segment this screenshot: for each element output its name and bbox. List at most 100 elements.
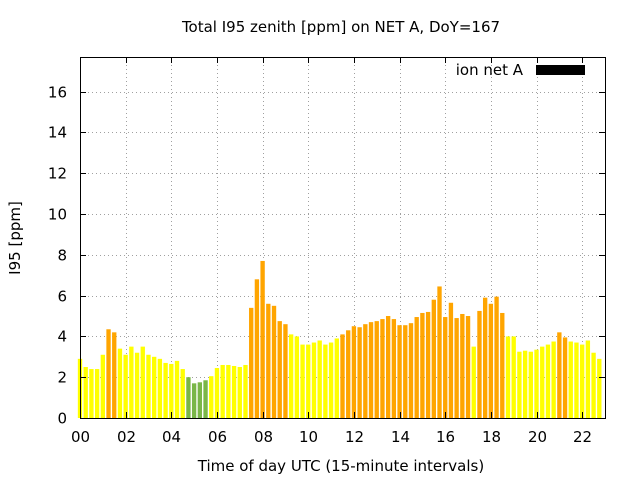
bar bbox=[203, 380, 208, 418]
y-tick-label: 8 bbox=[57, 247, 67, 265]
bar bbox=[300, 344, 305, 418]
y-tick-label: 6 bbox=[57, 288, 67, 306]
bar bbox=[266, 303, 271, 418]
bar bbox=[169, 363, 174, 418]
y-tick-label: 10 bbox=[48, 206, 67, 224]
bar bbox=[545, 344, 551, 418]
x-tick-label: 20 bbox=[528, 428, 547, 446]
bar bbox=[209, 376, 214, 418]
y-tick-label: 14 bbox=[48, 124, 67, 142]
bar bbox=[591, 352, 596, 418]
bar bbox=[152, 356, 157, 418]
bar bbox=[306, 344, 311, 418]
y-tick-label: 12 bbox=[48, 165, 67, 183]
bar bbox=[260, 260, 265, 418]
bar bbox=[254, 279, 260, 418]
bar bbox=[528, 351, 533, 418]
bar bbox=[89, 369, 94, 418]
x-tick-label: 12 bbox=[345, 428, 364, 446]
bar bbox=[180, 369, 185, 418]
bar bbox=[311, 342, 317, 418]
bar bbox=[420, 312, 425, 418]
bars bbox=[77, 260, 602, 418]
bar bbox=[146, 354, 151, 418]
bar bbox=[522, 350, 528, 418]
bar bbox=[237, 367, 242, 418]
bar bbox=[94, 369, 100, 418]
bar bbox=[226, 364, 231, 418]
bar bbox=[414, 317, 419, 418]
bar bbox=[334, 338, 339, 418]
bar bbox=[100, 354, 105, 418]
x-tick-label: 18 bbox=[482, 428, 501, 446]
bar bbox=[534, 349, 539, 418]
y-tick-label: 0 bbox=[57, 410, 67, 428]
bar bbox=[540, 346, 545, 418]
bar bbox=[191, 383, 197, 418]
bar bbox=[163, 362, 168, 418]
bar bbox=[231, 365, 237, 418]
x-tick-label: 08 bbox=[254, 428, 273, 446]
bar bbox=[505, 336, 511, 418]
x-tick-label: 14 bbox=[391, 428, 410, 446]
bar bbox=[580, 344, 585, 418]
x-axis-label: Time of day UTC (15-minute intervals) bbox=[197, 457, 484, 475]
bar bbox=[106, 329, 111, 418]
bar bbox=[363, 324, 368, 418]
legend-swatch bbox=[536, 65, 585, 75]
bar bbox=[551, 341, 556, 418]
bar bbox=[186, 377, 191, 418]
bar bbox=[283, 324, 288, 418]
bar bbox=[249, 307, 254, 418]
bar bbox=[562, 337, 568, 418]
legend: ion net A bbox=[456, 61, 585, 79]
bar bbox=[568, 341, 573, 418]
bar bbox=[465, 316, 471, 418]
bar bbox=[277, 321, 282, 418]
bar bbox=[397, 325, 402, 418]
bar bbox=[220, 364, 225, 418]
bar bbox=[437, 286, 442, 418]
bar bbox=[368, 322, 374, 418]
bar bbox=[357, 327, 362, 418]
bar bbox=[431, 299, 436, 418]
bar bbox=[585, 340, 591, 418]
bar bbox=[500, 312, 505, 418]
chart-title: Total I95 zenith [ppm] on NET A, DoY=167 bbox=[181, 18, 500, 36]
x-tick-label: 02 bbox=[117, 428, 136, 446]
bar bbox=[288, 334, 294, 418]
bar bbox=[340, 334, 345, 418]
bar bbox=[460, 313, 465, 418]
y-tick-label: 4 bbox=[57, 328, 67, 346]
bar bbox=[557, 332, 562, 418]
bar bbox=[117, 348, 123, 418]
y-tick-label: 16 bbox=[48, 84, 67, 102]
bar bbox=[403, 325, 408, 418]
bar bbox=[597, 358, 602, 418]
bar bbox=[448, 302, 454, 418]
bar bbox=[477, 310, 482, 418]
bar bbox=[374, 321, 379, 418]
bar bbox=[323, 344, 328, 418]
bar bbox=[243, 364, 248, 418]
bar bbox=[482, 297, 488, 418]
bar bbox=[83, 367, 88, 418]
bar bbox=[391, 319, 397, 418]
bar bbox=[351, 326, 357, 418]
bar bbox=[408, 323, 414, 418]
bar bbox=[123, 354, 128, 418]
bar bbox=[317, 340, 322, 418]
bar bbox=[271, 305, 277, 418]
bar bbox=[488, 303, 494, 418]
bar bbox=[454, 318, 459, 418]
legend-label: ion net A bbox=[456, 61, 524, 79]
x-tick-label: 06 bbox=[208, 428, 227, 446]
bar bbox=[380, 319, 385, 418]
bar bbox=[197, 382, 203, 418]
bar bbox=[425, 311, 431, 418]
bar bbox=[328, 342, 334, 418]
bar bbox=[214, 368, 220, 418]
bar bbox=[574, 342, 579, 418]
